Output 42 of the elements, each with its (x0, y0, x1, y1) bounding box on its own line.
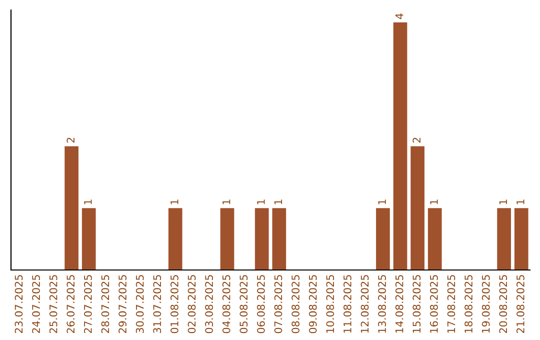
data-label: 1 (378, 200, 386, 204)
x-tick-label: 19.08.2025 (482, 275, 490, 333)
data-label: 1 (274, 200, 282, 204)
x-tick-label: 03.08.2025 (205, 275, 213, 334)
x-tick-label: 15.08.2025 (412, 275, 421, 333)
x-tick-label: 02.08.2025 (188, 275, 196, 334)
x-tick-label: 11.08.2025 (343, 275, 352, 333)
x-tick-label: 08.08.2025 (292, 275, 300, 334)
data-label: 1 (84, 200, 92, 204)
x-tick-label: 09.08.2025 (308, 275, 317, 334)
x-tick-label: 05.08.2025 (240, 275, 248, 334)
data-label: 1 (430, 200, 438, 204)
x-tick-label: 26.07.2025 (66, 275, 75, 334)
x-tick-label: 23.07.2025 (14, 275, 23, 334)
x-tick-label: 20.08.2025 (499, 275, 508, 334)
x-tick-label: 14.08.2025 (395, 275, 404, 333)
data-label: 4 (396, 14, 404, 20)
data-label: 2 (412, 138, 420, 143)
x-tick-label: 31.07.2025 (153, 275, 162, 334)
data-label: 2 (66, 138, 74, 143)
x-tick-label: 07.08.2025 (274, 275, 282, 334)
data-label: 1 (222, 200, 230, 204)
x-tick-label: 12.08.2025 (360, 275, 369, 333)
x-tick-label: 28.07.2025 (101, 275, 110, 334)
x-tick-label: 24.07.2025 (32, 275, 40, 334)
x-tick-label: 27.07.2025 (84, 275, 92, 334)
x-tick-label: 13.08.2025 (378, 275, 386, 333)
x-tick-label: 06.08.2025 (256, 275, 265, 334)
x-tick-label: 18.08.2025 (464, 275, 472, 333)
x-tick-label: 16.08.2025 (430, 275, 438, 333)
x-tick-label: 17.08.2025 (447, 275, 456, 333)
data-label: 1 (257, 200, 265, 204)
data-label: 1 (516, 200, 524, 204)
x-tick-label: 01.08.2025 (170, 275, 178, 334)
x-tick-label: 25.07.2025 (49, 275, 58, 334)
data-label: 1 (499, 200, 507, 204)
x-tick-label: 04.08.2025 (222, 275, 230, 334)
x-tick-label: 29.07.2025 (118, 275, 126, 334)
x-tick-label: 21.08.2025 (516, 275, 524, 334)
data-label: 1 (170, 200, 178, 204)
x-tick-label: 10.08.2025 (326, 275, 334, 333)
x-tick-label: 30.07.2025 (136, 275, 144, 334)
